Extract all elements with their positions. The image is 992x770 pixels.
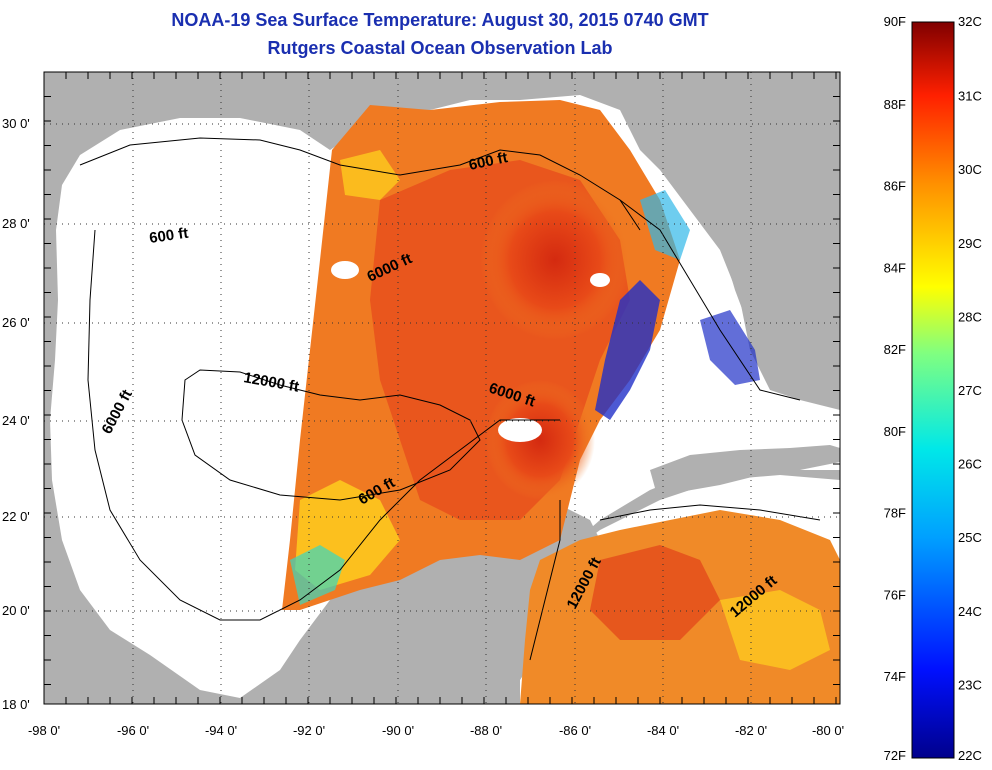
colorbar-gradient (911, 21, 955, 759)
colorbar-c-label: 27C (958, 383, 982, 398)
sst-caribbean-cool (720, 590, 830, 670)
map-title: NOAA-19 Sea Surface Temperature: August … (171, 10, 709, 30)
cloud-edge-east-2 (640, 190, 690, 260)
lon-tick-label: -94 0' (205, 723, 237, 738)
cloud-edge-florida (700, 310, 760, 385)
lat-tick-label: 30 0' (2, 116, 30, 131)
colorbar: 90F 88F 86F 84F 82F 80F 78F 76F 74F 72F 32C 31C 30C… (884, 14, 982, 763)
sst-cool-patch-north (340, 150, 400, 200)
colorbar-f-label: 84F (884, 260, 906, 275)
colorbar-c-label: 32C (958, 14, 982, 29)
lon-tick-label: -92 0' (293, 723, 325, 738)
lon-tick-label: -90 0' (382, 723, 414, 738)
cloud-patch-2 (590, 273, 610, 287)
plot-frame (43, 71, 841, 705)
cloud-patch-1 (498, 418, 542, 442)
lat-tick-label: 24 0' (2, 413, 30, 428)
lon-tick-label: -82 0' (735, 723, 767, 738)
contour-6000ft (87, 229, 560, 621)
lon-tick-label: -88 0' (470, 723, 502, 738)
contour-12000ft (181, 369, 481, 501)
cloud-patch-3 (331, 261, 359, 279)
graticule (44, 72, 840, 704)
colorbar-c-label: 28C (958, 309, 982, 324)
contour-600ft (79, 137, 641, 231)
sst-green-patch-west (290, 545, 345, 605)
colorbar-f-label: 86F (884, 179, 906, 194)
cloud-edge-east (595, 280, 660, 420)
florida-land (650, 90, 840, 385)
colorbar-c-label: 31C (958, 89, 982, 104)
map-plot-area: 600 ft 600 ft 6000 ft 12000 ft 6000 ft 6… (44, 72, 840, 704)
colorbar-fahrenheit-labels: 90F 88F 86F 84F 82F 80F 78F 76F 74F 72F (884, 14, 906, 763)
longitude-axis: -98 0' -96 0' -94 0' -92 0' -90 0' -88 0… (28, 723, 844, 738)
contour-label-600-west: 600 ft (148, 225, 189, 247)
map-subtitle: Rutgers Coastal Ocean Observation Lab (267, 38, 613, 58)
sst-hot-eddy (480, 180, 630, 340)
yucatan-land (360, 505, 600, 704)
lon-tick-label: -96 0' (117, 723, 149, 738)
colorbar-f-label: 78F (884, 506, 906, 521)
axis-ticks (43, 71, 840, 704)
lat-tick-label: 28 0' (2, 216, 30, 231)
colorbar-f-label: 90F (884, 14, 906, 29)
contour-caribbean (599, 504, 821, 521)
colorbar-c-label: 26C (958, 457, 982, 472)
colorbar-f-label: 88F (884, 97, 906, 112)
contour-yucatan-shelf (529, 500, 561, 661)
colorbar-celsius-labels: 32C 31C 30C 29C 28C 27C 26C 25C 24C 23C 22C (958, 14, 982, 763)
colorbar-c-label: 29C (958, 236, 982, 251)
colorbar-f-label: 82F (884, 342, 906, 357)
colorbar-c-label: 25C (958, 530, 982, 545)
lat-tick-label: 22 0' (2, 509, 30, 524)
colorbar-c-label: 23C (958, 677, 982, 692)
sst-caribbean-hot (590, 545, 720, 640)
bathymetry-contours (79, 137, 821, 661)
colorbar-f-label: 80F (884, 424, 906, 439)
lat-tick-label: 20 0' (2, 603, 30, 618)
lon-tick-label: -86 0' (559, 723, 591, 738)
colorbar-f-label: 72F (884, 748, 906, 763)
lon-tick-label: -80 0' (812, 723, 844, 738)
sst-hot-loop (485, 380, 595, 500)
lon-tick-label: -84 0' (647, 723, 679, 738)
contour-florida-shelf (619, 199, 801, 401)
lon-tick-label: -98 0' (28, 723, 60, 738)
cuba-land (650, 445, 840, 492)
colorbar-f-label: 76F (884, 587, 906, 602)
colorbar-c-label: 22C (958, 748, 982, 763)
colorbar-c-label: 24C (958, 604, 982, 619)
lat-tick-label: 26 0' (2, 315, 30, 330)
colorbar-f-label: 74F (884, 669, 906, 684)
lat-tick-label: 18 0' (2, 697, 30, 712)
latitude-axis: 30 0' 28 0' 26 0' 24 0' 22 0' 20 0' 18 0… (2, 116, 30, 712)
colorbar-c-label: 30C (958, 162, 982, 177)
